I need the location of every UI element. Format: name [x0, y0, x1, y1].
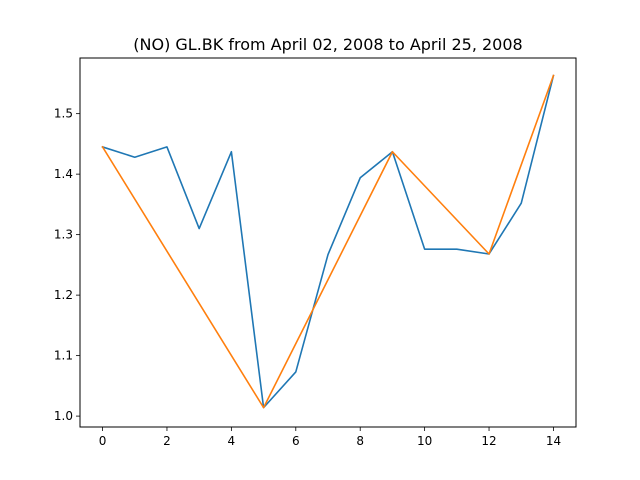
y-tick-label: 1.1: [54, 349, 73, 363]
y-axis: 1.0 1.1 1.2 1.3 1.4 1.5: [54, 107, 80, 423]
x-tick-label: 14: [546, 434, 561, 448]
series-line-2: [101, 74, 555, 409]
plot-area: [79, 57, 577, 428]
axes-frame: [79, 57, 577, 428]
x-tick-label: 6: [292, 434, 300, 448]
y-tick-label: 1.5: [54, 107, 73, 121]
y-tick-label: 1.4: [54, 167, 73, 181]
chart-title: (NO) GL.BK from April 02, 2008 to April …: [133, 35, 522, 54]
x-tick-label: 4: [228, 434, 236, 448]
x-tick-label: 0: [99, 434, 107, 448]
y-tick-label: 1.2: [54, 288, 73, 302]
x-axis: 0 2 4 6 8 10 12 14: [99, 427, 561, 448]
x-tick-label: 12: [481, 434, 496, 448]
series-layer: [101, 74, 555, 409]
y-tick-label: 1.3: [54, 228, 73, 242]
x-tick-label: 2: [163, 434, 171, 448]
x-tick-label: 8: [356, 434, 364, 448]
y-tick-label: 1.0: [54, 409, 73, 423]
series-line-1: [101, 74, 555, 409]
x-tick-label: 10: [417, 434, 432, 448]
